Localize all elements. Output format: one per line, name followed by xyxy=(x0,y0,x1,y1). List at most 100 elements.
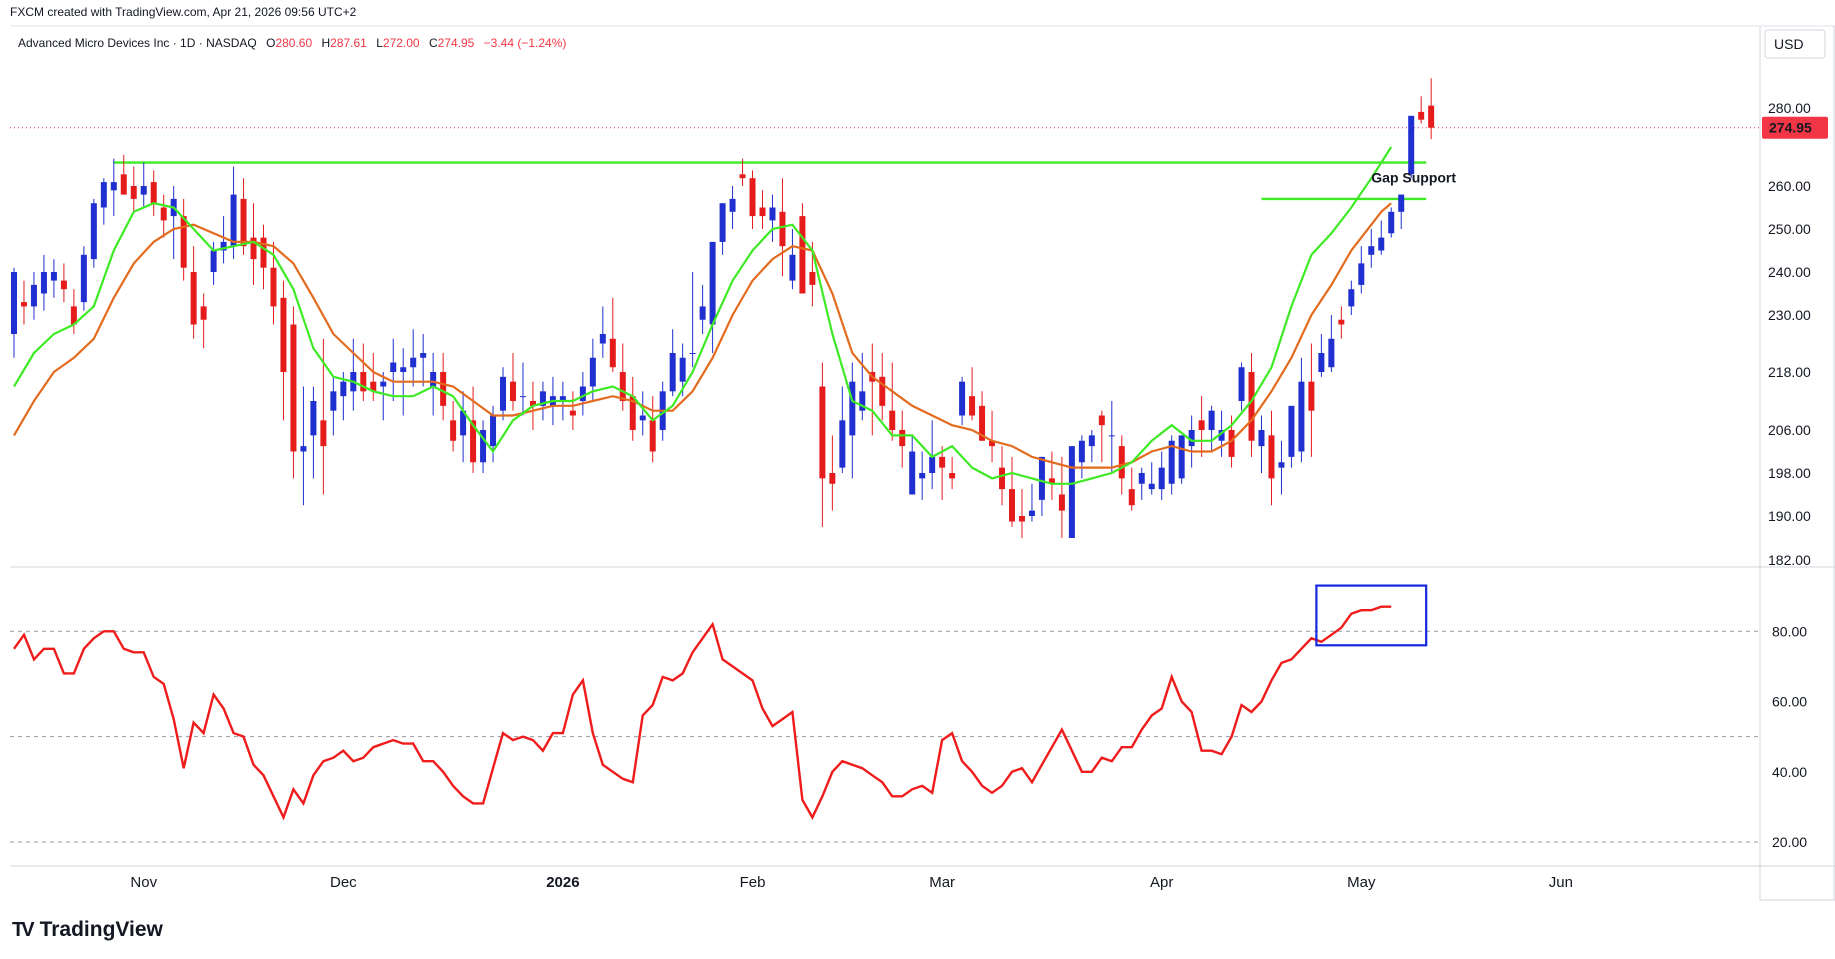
candle xyxy=(1038,456,1045,516)
price-tick-label: 250.00 xyxy=(1768,221,1811,237)
candle xyxy=(1338,306,1345,339)
candle xyxy=(370,353,377,401)
price-tick-label: 182.00 xyxy=(1768,552,1811,568)
candle xyxy=(500,367,507,421)
open-label: O xyxy=(266,36,276,50)
low-value: 272.00 xyxy=(382,36,420,50)
rsi-tick-label: 60.00 xyxy=(1772,694,1807,710)
time-tick-label: Feb xyxy=(740,874,766,891)
candle xyxy=(11,267,17,358)
candle xyxy=(669,329,676,397)
candle xyxy=(200,293,207,349)
price-tick-label: 190.00 xyxy=(1768,508,1811,524)
candle xyxy=(140,162,147,208)
time-tick-label: Mar xyxy=(929,874,955,891)
time-tick-label: Jun xyxy=(1549,874,1573,891)
candle xyxy=(759,190,766,229)
rsi-reference-lines xyxy=(10,630,1760,843)
candle xyxy=(1378,220,1385,255)
close-label: C xyxy=(428,36,438,50)
price-tick-label: 206.00 xyxy=(1768,422,1811,438)
candle xyxy=(1048,451,1055,500)
candle xyxy=(230,166,237,260)
candle xyxy=(1088,430,1095,463)
candle xyxy=(889,362,896,441)
rsi-tick-label: 20.00 xyxy=(1772,834,1807,850)
candle xyxy=(160,194,167,238)
candle xyxy=(959,376,966,426)
tradingview-logo[interactable]: TV TradingView xyxy=(12,918,163,942)
price-tick-label: 280.00 xyxy=(1768,100,1811,116)
last-price-value: 274.95 xyxy=(1769,120,1812,136)
candle xyxy=(699,284,706,334)
candle xyxy=(1368,229,1375,268)
candle xyxy=(879,353,886,421)
candle xyxy=(1348,280,1355,315)
currency-button[interactable] xyxy=(1764,29,1826,59)
candle xyxy=(1158,451,1165,500)
candle xyxy=(250,203,257,285)
candle xyxy=(1388,207,1395,238)
candle xyxy=(1328,315,1335,372)
candle xyxy=(639,391,646,436)
tradingview-brand: TradingView xyxy=(39,918,163,941)
candle xyxy=(1028,483,1035,522)
candle xyxy=(410,329,417,387)
candle xyxy=(40,254,47,311)
candle xyxy=(150,170,157,217)
candle xyxy=(709,241,716,353)
currency-label: USD xyxy=(1774,36,1804,52)
time-tick-label: Apr xyxy=(1150,874,1173,891)
candle xyxy=(819,362,826,527)
candle xyxy=(1428,78,1435,140)
price-chart[interactable]: Gap Support USD 182.00 190.00 198.00 206.00… xyxy=(0,0,1835,905)
candle xyxy=(519,362,526,416)
candle xyxy=(260,224,267,290)
candle xyxy=(90,198,97,268)
candle xyxy=(170,186,177,260)
price-tick-label: 230.00 xyxy=(1768,307,1811,323)
candle xyxy=(1138,467,1145,500)
candle xyxy=(629,376,636,441)
candle xyxy=(1198,396,1205,457)
candle xyxy=(430,353,437,416)
rsi-line xyxy=(13,605,1392,821)
rsi-tick-label: 80.00 xyxy=(1772,623,1807,639)
candle xyxy=(869,343,876,436)
candle xyxy=(739,158,746,186)
last-price-badge xyxy=(1762,116,1828,139)
candle xyxy=(569,391,576,430)
candle xyxy=(180,198,187,281)
candle xyxy=(899,410,906,468)
time-tick-label: Nov xyxy=(130,874,157,891)
rsi-highlight-box xyxy=(1315,584,1428,647)
rsi-axis-labels: 20.00 40.00 60.00 80.00 xyxy=(1772,623,1807,850)
candle xyxy=(1178,435,1185,484)
candle xyxy=(1009,456,1015,527)
candle xyxy=(120,154,127,195)
slow-moving-average xyxy=(13,202,1392,469)
low-label: L xyxy=(376,36,383,50)
candle xyxy=(300,386,307,506)
candle xyxy=(440,353,447,421)
candle xyxy=(450,401,457,452)
price-tick-label: 198.00 xyxy=(1768,465,1811,481)
candle xyxy=(939,446,946,500)
candle xyxy=(929,420,936,490)
candle xyxy=(360,343,367,401)
gap-support-label: Gap Support xyxy=(1371,170,1456,186)
candle xyxy=(220,216,227,264)
price-tick-label: 240.00 xyxy=(1768,264,1811,280)
tradingview-logo-icon: TV xyxy=(12,918,34,941)
candle xyxy=(1318,334,1325,377)
candlesticks xyxy=(11,78,1435,538)
candle xyxy=(1148,462,1155,495)
candle xyxy=(539,381,546,421)
candle xyxy=(20,280,27,325)
candle xyxy=(919,451,926,500)
candle xyxy=(1278,440,1285,495)
fast-moving-average xyxy=(13,146,1393,485)
high-label: H xyxy=(321,36,331,50)
close-value: 274.95 xyxy=(437,36,475,50)
candle xyxy=(290,306,297,479)
